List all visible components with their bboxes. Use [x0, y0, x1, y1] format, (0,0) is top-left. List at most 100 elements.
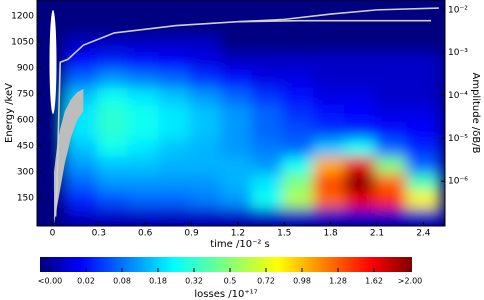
heat-cell	[375, 100, 410, 123]
heat-cell	[96, 169, 132, 192]
colorbar-tick-label: <0.00	[38, 277, 63, 286]
heat-cell	[158, 0, 194, 19]
heat-cell	[189, 66, 225, 88]
heat-cell	[375, 66, 410, 88]
heat-cell	[158, 66, 194, 88]
x-axis-label: time /10⁻² s	[210, 239, 270, 250]
heat-cell	[65, 135, 101, 157]
heat-cell	[282, 100, 318, 123]
heat-cell	[127, 204, 163, 226]
colorbar-tick-label: 1.62	[365, 277, 383, 286]
heat-cell	[158, 83, 194, 105]
heat-cell	[65, 0, 101, 19]
x-tick-label: 0	[50, 229, 56, 239]
x-tick-label: 1.8	[323, 229, 338, 239]
heat-cell	[251, 204, 287, 226]
heat-cell	[251, 100, 287, 123]
heat-cell	[220, 169, 256, 192]
heat-cell	[158, 135, 194, 157]
y-tick-label: 1050	[11, 38, 34, 48]
heat-cell	[96, 187, 132, 209]
x-tick-label: 1.2	[231, 229, 245, 239]
heat-cell	[65, 204, 101, 226]
heat-cell	[282, 152, 318, 174]
heat-cell	[344, 187, 379, 209]
heat-cell	[65, 66, 101, 88]
heat-cell	[282, 118, 318, 140]
x-tick-label: 2.1	[370, 229, 384, 239]
x-tick-label: 2.4	[416, 229, 431, 239]
heat-cell	[405, 118, 441, 140]
heat-cell	[127, 187, 163, 209]
heat-cell	[375, 204, 410, 226]
heat-cell	[220, 31, 256, 53]
heat-cell	[251, 169, 287, 192]
amplitude-line	[237, 7, 439, 23]
heat-cell	[282, 169, 318, 192]
heat-cell	[375, 118, 410, 140]
heat-cell	[96, 100, 132, 123]
heat-cell	[313, 204, 349, 226]
heat-cell	[405, 135, 441, 157]
heat-cell	[158, 14, 194, 36]
y-tick-label: 600	[17, 116, 34, 126]
amplitude-line	[54, 19, 432, 217]
heat-cell	[220, 48, 256, 71]
heat-cell	[344, 66, 379, 88]
spread-band	[54, 88, 84, 224]
colorbar-label: losses /10⁺¹⁷	[194, 289, 257, 300]
heat-cell	[158, 187, 194, 209]
heat-cell	[189, 169, 225, 192]
heat-cell	[344, 0, 379, 19]
heat-cell	[189, 48, 225, 71]
heat-cell	[405, 83, 441, 105]
heat-cell	[313, 100, 349, 123]
y2-tick-label: 10⁻⁵	[448, 134, 468, 144]
heat-cell	[65, 31, 101, 53]
heat-cell	[405, 48, 441, 71]
heat-cell	[189, 118, 225, 140]
heat-cell	[37, 204, 70, 226]
heat-cell	[189, 14, 225, 36]
heat-cell	[313, 14, 349, 36]
heat-cell	[405, 14, 441, 36]
heat-cell	[282, 31, 318, 53]
y-tick-label: 750	[17, 90, 34, 100]
heat-cell	[405, 66, 441, 88]
heat-cell	[375, 83, 410, 105]
colorbar-tick-label: 0.02	[77, 277, 95, 286]
heat-cell	[158, 118, 194, 140]
heat-cell	[313, 152, 349, 174]
heat-cell	[189, 83, 225, 105]
heat-cell	[220, 135, 256, 157]
heat-cell	[127, 152, 163, 174]
heat-cell	[405, 169, 441, 192]
heat-cell	[375, 48, 410, 71]
y-tick-label: 150	[17, 193, 34, 203]
heat-cell	[96, 152, 132, 174]
heat-cell	[282, 204, 318, 226]
heat-cell	[96, 118, 132, 140]
heat-cell	[405, 31, 441, 53]
heat-cell	[189, 0, 225, 19]
heat-cell	[220, 66, 256, 88]
heat-cell	[313, 118, 349, 140]
y-tick-label: 450	[17, 141, 34, 151]
y-tick-label: 1200	[11, 12, 34, 22]
heat-cell	[189, 152, 225, 174]
heat-cell	[189, 135, 225, 157]
heat-cell	[127, 66, 163, 88]
heat-cell	[344, 169, 379, 192]
heat-cell	[220, 187, 256, 209]
heat-cell	[375, 187, 410, 209]
colorbar-tick-label: 0.98	[293, 277, 311, 286]
heat-cell	[96, 48, 132, 71]
heat-cell	[127, 169, 163, 192]
heat-cell	[96, 0, 132, 19]
heat-cell	[158, 31, 194, 53]
heat-cell	[127, 118, 163, 140]
heat-cell	[96, 83, 132, 105]
y2-tick-label: 10⁻²	[448, 5, 468, 15]
colorbar-tick-label: 0.32	[185, 277, 203, 286]
